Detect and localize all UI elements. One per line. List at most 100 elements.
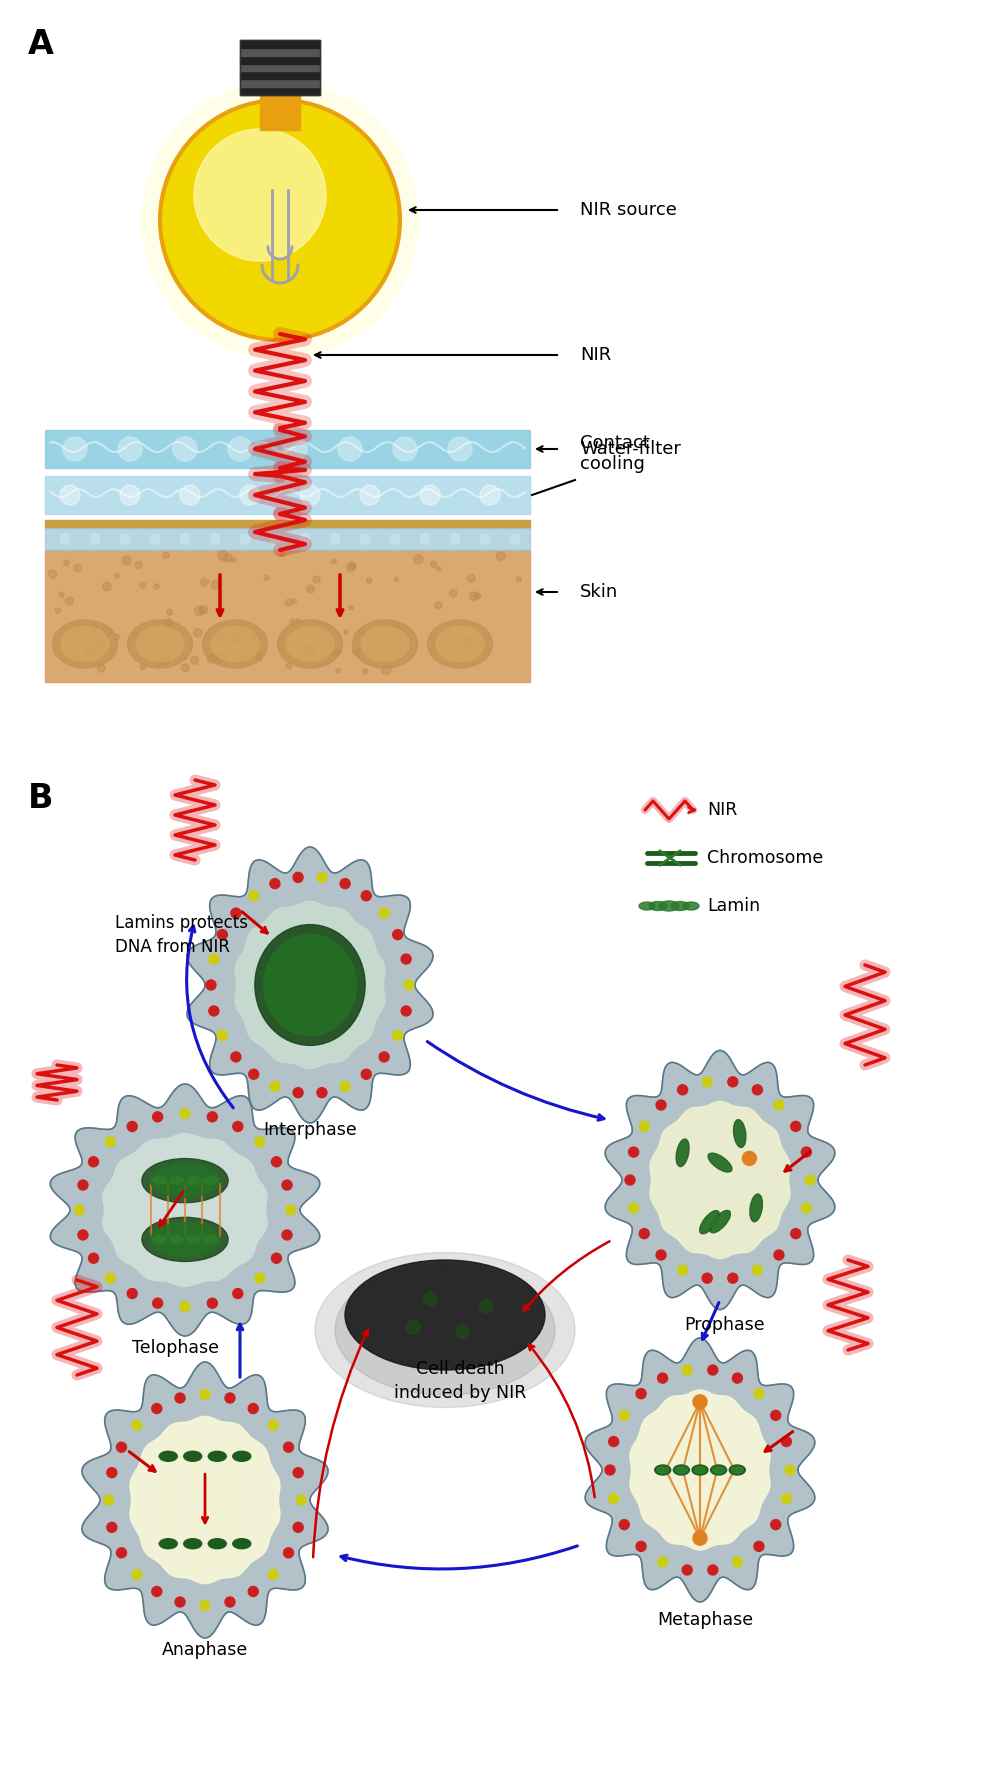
Circle shape	[162, 551, 169, 558]
Circle shape	[774, 1099, 784, 1110]
Circle shape	[282, 1230, 292, 1239]
Circle shape	[180, 1301, 190, 1312]
Circle shape	[496, 551, 505, 560]
Circle shape	[313, 576, 320, 583]
Circle shape	[443, 644, 448, 649]
Text: Telophase: Telophase	[132, 1339, 218, 1356]
Circle shape	[120, 486, 140, 505]
Circle shape	[382, 665, 392, 674]
Circle shape	[363, 668, 368, 674]
Text: Contact
cooling: Contact cooling	[580, 434, 649, 473]
Circle shape	[180, 534, 190, 544]
Text: Metaphase: Metaphase	[657, 1612, 753, 1629]
Circle shape	[352, 647, 360, 656]
Bar	[260, 96, 300, 129]
Circle shape	[420, 534, 430, 544]
Circle shape	[292, 599, 296, 603]
Circle shape	[240, 486, 260, 505]
Circle shape	[450, 589, 458, 598]
Circle shape	[404, 980, 414, 989]
Circle shape	[233, 1289, 243, 1298]
Circle shape	[435, 601, 442, 608]
Circle shape	[89, 1156, 98, 1167]
Text: Lamins protects
DNA from NIR: Lamins protects DNA from NIR	[115, 915, 248, 956]
Circle shape	[707, 1365, 717, 1376]
Circle shape	[127, 1289, 137, 1298]
Circle shape	[231, 557, 236, 562]
Circle shape	[448, 436, 472, 461]
Circle shape	[59, 592, 64, 598]
Text: Lamin: Lamin	[707, 897, 760, 915]
Ellipse shape	[203, 621, 268, 668]
Text: Anaphase: Anaphase	[162, 1642, 248, 1660]
Polygon shape	[82, 1362, 328, 1638]
Circle shape	[480, 534, 490, 544]
Circle shape	[208, 1298, 217, 1308]
Circle shape	[102, 582, 111, 590]
Ellipse shape	[735, 1122, 744, 1144]
Circle shape	[423, 1293, 438, 1307]
Polygon shape	[187, 847, 433, 1122]
Circle shape	[175, 1394, 185, 1402]
Circle shape	[781, 1436, 791, 1447]
Circle shape	[286, 663, 291, 668]
Circle shape	[437, 567, 441, 571]
Circle shape	[272, 1156, 281, 1167]
Circle shape	[801, 1147, 812, 1158]
Circle shape	[264, 574, 270, 580]
Circle shape	[753, 1266, 763, 1275]
Circle shape	[209, 1005, 218, 1016]
Text: Interphase: Interphase	[263, 1121, 357, 1138]
Circle shape	[132, 1420, 142, 1431]
Circle shape	[248, 1404, 258, 1413]
Circle shape	[379, 1051, 389, 1062]
Circle shape	[450, 534, 460, 544]
Circle shape	[431, 562, 437, 567]
Ellipse shape	[731, 1466, 743, 1473]
Circle shape	[640, 1121, 649, 1131]
Circle shape	[118, 436, 142, 461]
Circle shape	[703, 1076, 712, 1087]
Circle shape	[283, 1441, 293, 1452]
Circle shape	[256, 654, 263, 661]
Circle shape	[703, 1273, 712, 1284]
Circle shape	[629, 1147, 639, 1158]
Circle shape	[209, 954, 218, 965]
Bar	[240, 48, 320, 55]
Circle shape	[517, 576, 522, 582]
Circle shape	[317, 872, 327, 883]
Circle shape	[103, 1495, 113, 1505]
Circle shape	[155, 660, 161, 665]
Circle shape	[393, 436, 417, 461]
Circle shape	[285, 599, 292, 606]
Circle shape	[92, 626, 97, 631]
Circle shape	[682, 1365, 692, 1376]
Ellipse shape	[315, 1252, 575, 1408]
Circle shape	[283, 1548, 293, 1558]
Circle shape	[636, 1388, 646, 1399]
Circle shape	[361, 631, 368, 638]
Ellipse shape	[142, 1158, 228, 1202]
Bar	[240, 64, 320, 71]
Circle shape	[270, 879, 279, 888]
Circle shape	[305, 645, 315, 654]
Circle shape	[154, 583, 159, 589]
Polygon shape	[650, 1101, 790, 1259]
Circle shape	[693, 1395, 707, 1410]
Circle shape	[619, 1519, 630, 1530]
Circle shape	[732, 1372, 742, 1383]
Bar	[45, 431, 530, 468]
Circle shape	[153, 1112, 162, 1122]
Circle shape	[150, 534, 160, 544]
Circle shape	[215, 654, 225, 663]
Circle shape	[272, 1254, 281, 1262]
Circle shape	[102, 626, 112, 637]
Circle shape	[340, 879, 350, 888]
Circle shape	[60, 534, 70, 544]
Circle shape	[707, 1566, 717, 1574]
Ellipse shape	[673, 1464, 690, 1475]
Text: Chromosome: Chromosome	[707, 849, 824, 867]
Circle shape	[107, 1523, 117, 1532]
Ellipse shape	[151, 1163, 219, 1197]
Circle shape	[279, 551, 285, 557]
